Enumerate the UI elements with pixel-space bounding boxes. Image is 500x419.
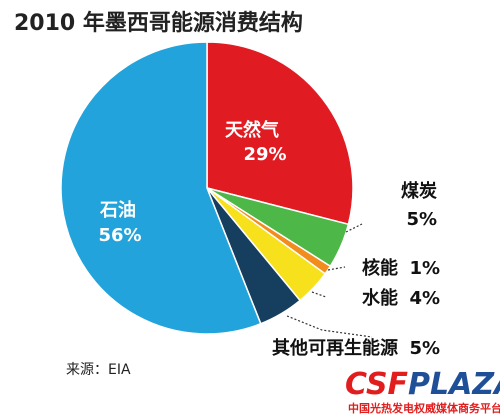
leader-line-hydro bbox=[311, 291, 327, 298]
logo-subtitle: 中国光热发电权威媒体商务平台 bbox=[348, 401, 500, 415]
logo-brand-b: PLAZA bbox=[408, 367, 500, 402]
pie-slice-5 bbox=[60, 41, 262, 335]
leader-line-nuclear bbox=[327, 266, 346, 271]
slice-pct-other-renewable: 5% bbox=[409, 338, 440, 359]
leader-lines bbox=[286, 223, 373, 338]
pie-slice-0 bbox=[206, 41, 354, 226]
source-note: 来源：EIA bbox=[66, 362, 131, 378]
pie-slices bbox=[60, 41, 354, 335]
slice-pct-hydro: 4% bbox=[409, 288, 440, 309]
slice-pct-natural-gas: 29% bbox=[243, 144, 286, 165]
slice-label-coal: 煤炭 bbox=[401, 180, 437, 202]
slice-label-other-renewable: 其他可再生能源 bbox=[272, 337, 398, 359]
slice-pct-coal: 5% bbox=[406, 209, 437, 230]
slice-pct-nuclear: 1% bbox=[409, 258, 440, 279]
slice-pct-oil: 56% bbox=[98, 225, 141, 246]
slice-label-nuclear: 核能 bbox=[362, 257, 398, 279]
csf-plaza-logo: CSF PLAZA 中国光热发电权威媒体商务平台 bbox=[345, 367, 500, 415]
logo-brand-a: CSF bbox=[345, 367, 409, 402]
slice-label-hydro: 水能 bbox=[362, 287, 398, 309]
slice-label-oil: 石油 bbox=[99, 199, 136, 221]
leader-line-coal bbox=[345, 223, 363, 233]
slice-label-natural-gas: 天然气 bbox=[225, 119, 279, 141]
chart-title: 2010 年墨西哥能源消费结构 bbox=[14, 10, 303, 36]
leader-line-other-renewable bbox=[286, 315, 373, 338]
